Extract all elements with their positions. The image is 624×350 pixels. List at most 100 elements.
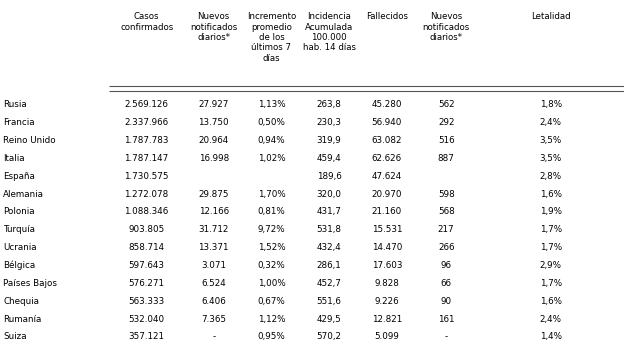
Text: Nuevos
notificados
diarios*: Nuevos notificados diarios* xyxy=(422,12,470,42)
Text: Incremento
promedio
de los
últimos 7
días: Incremento promedio de los últimos 7 día… xyxy=(247,12,296,63)
Text: 6.524: 6.524 xyxy=(202,279,226,288)
Text: 12.821: 12.821 xyxy=(372,315,402,324)
Text: 31.712: 31.712 xyxy=(198,225,229,234)
Text: 570,2: 570,2 xyxy=(316,332,342,342)
Text: 266: 266 xyxy=(438,243,454,252)
Text: 452,7: 452,7 xyxy=(317,279,341,288)
Text: 429,5: 429,5 xyxy=(317,315,341,324)
Text: Fallecidos: Fallecidos xyxy=(366,12,408,21)
Text: 1,9%: 1,9% xyxy=(540,208,562,217)
Text: Turquía: Turquía xyxy=(3,225,35,234)
Text: 2.569.126: 2.569.126 xyxy=(125,100,168,110)
Text: 563.333: 563.333 xyxy=(129,297,165,306)
Text: Incidencia
Acumulada
100.000
hab. 14 días: Incidencia Acumulada 100.000 hab. 14 día… xyxy=(303,12,356,52)
Text: 459,4: 459,4 xyxy=(317,154,341,163)
Text: 568: 568 xyxy=(438,208,454,217)
Text: 2,9%: 2,9% xyxy=(540,261,562,270)
Text: 1,70%: 1,70% xyxy=(258,190,285,199)
Text: 292: 292 xyxy=(438,118,454,127)
Text: Suiza: Suiza xyxy=(3,332,27,342)
Text: 2.337.966: 2.337.966 xyxy=(125,118,168,127)
Text: 576.271: 576.271 xyxy=(129,279,165,288)
Text: 598: 598 xyxy=(438,190,454,199)
Text: 96: 96 xyxy=(441,261,452,270)
Text: 1,13%: 1,13% xyxy=(258,100,285,110)
Text: 47.624: 47.624 xyxy=(372,172,402,181)
Text: 286,1: 286,1 xyxy=(317,261,341,270)
Text: -: - xyxy=(212,332,215,342)
Text: Alemania: Alemania xyxy=(3,190,44,199)
Text: 230,3: 230,3 xyxy=(316,118,342,127)
Text: 161: 161 xyxy=(438,315,454,324)
Text: 17.603: 17.603 xyxy=(372,261,402,270)
Text: 1,02%: 1,02% xyxy=(258,154,285,163)
Text: Casos
confirmados: Casos confirmados xyxy=(120,12,173,32)
Text: 320,0: 320,0 xyxy=(316,190,342,199)
Text: España: España xyxy=(3,172,35,181)
Text: 1,6%: 1,6% xyxy=(540,190,562,199)
Text: 66: 66 xyxy=(441,279,452,288)
Text: 3,5%: 3,5% xyxy=(540,136,562,145)
Text: 2,8%: 2,8% xyxy=(540,172,562,181)
Text: 516: 516 xyxy=(438,136,454,145)
Text: 217: 217 xyxy=(438,225,454,234)
Text: 0,94%: 0,94% xyxy=(258,136,285,145)
Text: 2,4%: 2,4% xyxy=(540,315,562,324)
Text: 0,32%: 0,32% xyxy=(258,261,285,270)
Text: 1,8%: 1,8% xyxy=(540,100,562,110)
Text: 9,72%: 9,72% xyxy=(258,225,285,234)
Text: 597.643: 597.643 xyxy=(129,261,165,270)
Text: 16.998: 16.998 xyxy=(198,154,229,163)
Text: 1,00%: 1,00% xyxy=(258,279,285,288)
Text: 45.280: 45.280 xyxy=(372,100,402,110)
Text: 551,6: 551,6 xyxy=(317,297,341,306)
Text: 15.531: 15.531 xyxy=(372,225,402,234)
Text: 5.099: 5.099 xyxy=(374,332,399,342)
Text: 1.272.078: 1.272.078 xyxy=(125,190,168,199)
Text: Ucrania: Ucrania xyxy=(3,243,37,252)
Text: 431,7: 431,7 xyxy=(317,208,341,217)
Text: 1,52%: 1,52% xyxy=(258,243,285,252)
Text: 12.166: 12.166 xyxy=(198,208,229,217)
Text: 1.088.346: 1.088.346 xyxy=(125,208,168,217)
Text: Italia: Italia xyxy=(3,154,25,163)
Text: 21.160: 21.160 xyxy=(372,208,402,217)
Text: 13.750: 13.750 xyxy=(198,118,229,127)
Text: 887: 887 xyxy=(437,154,455,163)
Text: Rumanía: Rumanía xyxy=(3,315,41,324)
Text: 432,4: 432,4 xyxy=(317,243,341,252)
Text: Bélgica: Bélgica xyxy=(3,261,36,270)
Text: 263,8: 263,8 xyxy=(317,100,341,110)
Text: 903.805: 903.805 xyxy=(129,225,165,234)
Text: 90: 90 xyxy=(441,297,452,306)
Text: 531,8: 531,8 xyxy=(316,225,342,234)
Text: Letalidad: Letalidad xyxy=(531,12,570,21)
Text: Rusia: Rusia xyxy=(3,100,27,110)
Text: Reino Unido: Reino Unido xyxy=(3,136,56,145)
Text: Chequia: Chequia xyxy=(3,297,39,306)
Text: 1,7%: 1,7% xyxy=(540,225,562,234)
Text: 0,67%: 0,67% xyxy=(258,297,285,306)
Text: Países Bajos: Países Bajos xyxy=(3,279,57,288)
Text: 1,6%: 1,6% xyxy=(540,297,562,306)
Text: 532.040: 532.040 xyxy=(129,315,165,324)
Text: 9.828: 9.828 xyxy=(374,279,399,288)
Text: 319,9: 319,9 xyxy=(317,136,341,145)
Text: 562: 562 xyxy=(438,100,454,110)
Text: 13.371: 13.371 xyxy=(198,243,229,252)
Text: 1,12%: 1,12% xyxy=(258,315,285,324)
Text: 3,5%: 3,5% xyxy=(540,154,562,163)
Text: 62.626: 62.626 xyxy=(372,154,402,163)
Text: 0,81%: 0,81% xyxy=(258,208,285,217)
Text: 189,6: 189,6 xyxy=(317,172,341,181)
Text: 1,7%: 1,7% xyxy=(540,243,562,252)
Text: 6.406: 6.406 xyxy=(202,297,226,306)
Text: 20.964: 20.964 xyxy=(198,136,229,145)
Text: 0,50%: 0,50% xyxy=(258,118,285,127)
Text: 1.787.147: 1.787.147 xyxy=(125,154,168,163)
Text: 0,95%: 0,95% xyxy=(258,332,285,342)
Text: 56.940: 56.940 xyxy=(372,118,402,127)
Text: 1.730.575: 1.730.575 xyxy=(124,172,169,181)
Text: Francia: Francia xyxy=(3,118,35,127)
Text: Nuevos
notificados
diarios*: Nuevos notificados diarios* xyxy=(190,12,237,42)
